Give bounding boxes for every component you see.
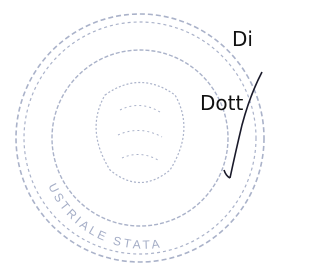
heading-text: Di (232, 27, 253, 51)
signature-stroke (224, 72, 262, 178)
stamp-ring-text-path: USTRIALE STATA (45, 181, 163, 252)
document-scan: USTRIALE STATA Di Dott (0, 0, 274, 270)
stamp-emblem (96, 83, 184, 183)
stamp-emblem-detail (118, 105, 162, 160)
page: {"document": {"heading": "Di", "signator… (0, 0, 274, 270)
stamp-center-ring (52, 50, 228, 226)
stamp (16, 14, 264, 262)
stamp-outer-ring (16, 14, 264, 262)
stamp-inner-ring (24, 22, 256, 254)
signatory-text: Dott (200, 91, 243, 115)
stamp-ring-text: USTRIALE STATA (45, 181, 163, 252)
